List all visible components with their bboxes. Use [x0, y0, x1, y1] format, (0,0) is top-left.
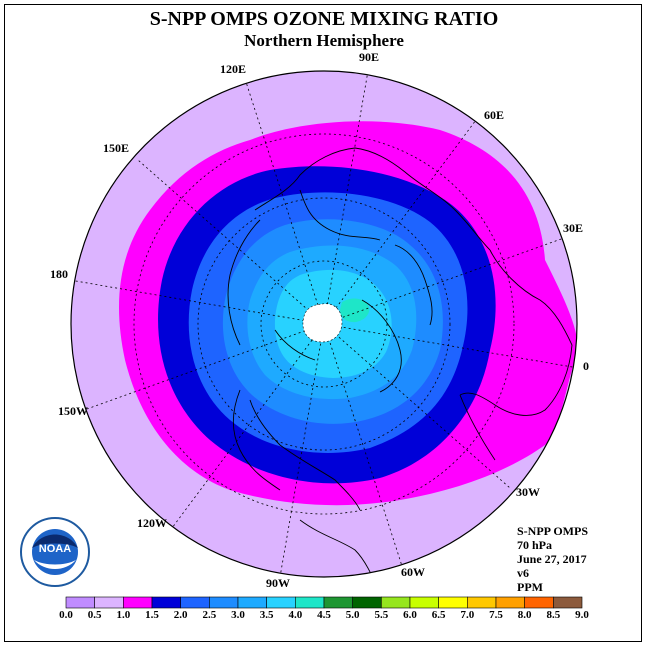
colorbar-tick-label: 8.0 — [517, 609, 532, 621]
colorbar-tick-label: 0.0 — [59, 609, 73, 621]
colorbar-tick-label: 7.5 — [489, 609, 503, 621]
info-version: v6 — [517, 566, 529, 580]
lon-label-90e: 90E — [359, 50, 380, 64]
colorbar-swatch — [524, 596, 554, 609]
map-subtitle: Northern Hemisphere — [244, 31, 404, 50]
colorbar-tick-label: 3.0 — [231, 609, 245, 621]
colorbar-swatch — [381, 596, 411, 609]
colorbar-swatch — [438, 596, 468, 609]
globe-outline — [70, 70, 578, 578]
colorbar-swatch — [65, 596, 95, 609]
colorbar-swatch — [553, 596, 583, 609]
colorbar-swatch — [409, 596, 439, 609]
lon-label-150e: 150E — [103, 141, 130, 155]
colorbar-swatch — [237, 596, 267, 609]
lon-label-60e: 60E — [484, 108, 505, 122]
colorbar-tick-label: 5.5 — [374, 609, 389, 621]
colorbar-tick-label: 6.5 — [431, 609, 446, 621]
lon-label-60w: 60W — [401, 565, 425, 579]
lon-label-120e: 120E — [220, 62, 247, 76]
colorbar-swatch — [94, 596, 124, 609]
lon-label-120w: 120W — [137, 516, 167, 530]
colorbar-tick-label: 2.0 — [173, 609, 188, 621]
lon-label-90w: 90W — [266, 576, 290, 590]
colorbar-swatch — [495, 596, 525, 609]
map-title: S-NPP OMPS OZONE MIXING RATIO — [149, 8, 499, 30]
info-block: S-NPP OMPS 70 hPa June 27, 2017 v6 PPM — [517, 524, 588, 594]
colorbar-tick-label: 2.5 — [202, 609, 217, 621]
info-instrument: S-NPP OMPS — [517, 524, 588, 538]
colorbar — [65, 596, 583, 609]
lon-label-180: 180 — [50, 267, 68, 281]
colorbar-tick-label: 4.5 — [317, 609, 331, 621]
lon-label-30w: 30W — [516, 485, 540, 499]
polar-night-mask — [302, 303, 343, 343]
colorbar-tick-label: 7.0 — [460, 609, 475, 621]
lon-label-30e: 30E — [563, 221, 584, 235]
colorbar-swatch — [151, 596, 181, 609]
lon-label-0: 0 — [583, 359, 589, 373]
info-date: June 27, 2017 — [517, 552, 587, 566]
colorbar-tick-label: 3.5 — [259, 609, 274, 621]
logo-text: NOAA — [39, 543, 71, 555]
colorbar-tick-label: 8.5 — [546, 609, 561, 621]
colorbar-swatch — [266, 596, 296, 609]
noaa-logo: NOAA — [20, 517, 90, 587]
colorbar-tick-label: 6.0 — [403, 609, 417, 621]
colorbar-swatch — [123, 596, 153, 609]
lon-label-150w: 150W — [58, 404, 88, 418]
coastlines — [227, 147, 573, 577]
info-units: PPM — [517, 580, 543, 594]
colorbar-tick-label: 1.0 — [116, 609, 131, 621]
colorbar-tick-label: 4.0 — [288, 609, 303, 621]
graticule — [71, 71, 577, 577]
figure-frame — [4, 4, 642, 642]
colorbar-swatch — [352, 596, 382, 609]
colorbar-swatch — [295, 596, 325, 609]
ozone-band-4-0 — [340, 298, 370, 323]
colorbar-swatch — [180, 596, 210, 609]
colorbar-tick-label: 1.5 — [145, 609, 159, 621]
colorbar-swatch — [323, 596, 353, 609]
colorbar-tick-label: 0.5 — [87, 609, 102, 621]
info-level: 70 hPa — [517, 538, 553, 552]
colorbar-tick-label: 9.0 — [575, 609, 589, 621]
colorbar-swatch — [467, 596, 497, 609]
colorbar-swatch — [209, 596, 239, 609]
colorbar-tick-label: 5.0 — [345, 609, 360, 621]
